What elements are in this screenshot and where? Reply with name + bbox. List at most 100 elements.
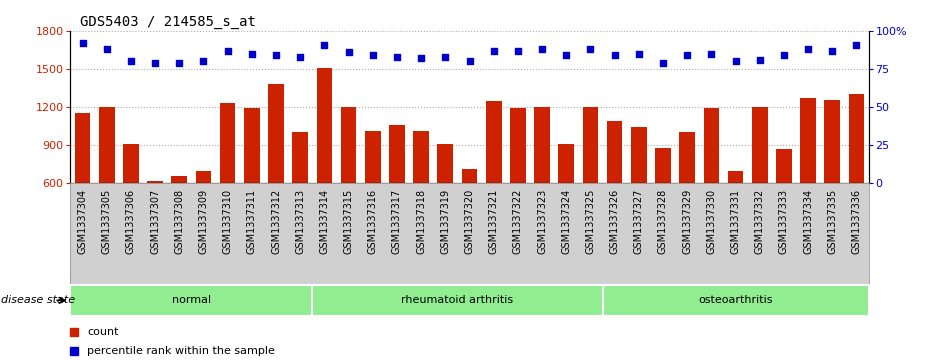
Text: GSM1337336: GSM1337336 — [852, 188, 861, 253]
Bar — [75, 113, 90, 260]
Text: GSM1337334: GSM1337334 — [803, 188, 813, 253]
Point — [220, 48, 235, 54]
Point — [631, 51, 646, 57]
Text: GSM1337313: GSM1337313 — [295, 188, 305, 253]
Text: GSM1337308: GSM1337308 — [175, 188, 184, 253]
Point — [196, 58, 211, 64]
Text: GSM1337326: GSM1337326 — [609, 188, 620, 254]
Text: GSM1337305: GSM1337305 — [101, 188, 112, 254]
Bar — [679, 132, 695, 260]
Bar — [462, 169, 477, 260]
Bar — [849, 94, 864, 260]
Bar — [365, 131, 380, 260]
Point — [413, 56, 428, 61]
Text: osteoarthritis: osteoarthritis — [699, 295, 773, 305]
Text: GSM1337330: GSM1337330 — [706, 188, 716, 253]
Bar — [438, 144, 454, 260]
Text: GSM1337310: GSM1337310 — [223, 188, 233, 253]
Point — [462, 58, 477, 64]
Text: GSM1337311: GSM1337311 — [247, 188, 257, 253]
Bar — [607, 121, 623, 260]
Text: count: count — [87, 327, 119, 337]
Point — [341, 49, 356, 55]
Bar — [752, 107, 767, 260]
Text: GSM1337327: GSM1337327 — [634, 188, 644, 254]
Bar — [413, 131, 429, 260]
Text: GSM1337332: GSM1337332 — [755, 188, 764, 254]
Bar — [559, 144, 574, 260]
Bar — [269, 84, 284, 260]
Text: GSM1337306: GSM1337306 — [126, 188, 136, 253]
Text: GDS5403 / 214585_s_at: GDS5403 / 214585_s_at — [80, 15, 255, 29]
Text: GSM1337323: GSM1337323 — [537, 188, 547, 254]
Bar — [703, 108, 719, 260]
Text: GSM1337335: GSM1337335 — [827, 188, 838, 254]
Bar — [341, 107, 357, 260]
Point — [244, 51, 259, 57]
Point — [123, 58, 138, 64]
Point — [438, 54, 453, 60]
Bar — [195, 171, 211, 260]
Text: rheumatoid arthritis: rheumatoid arthritis — [401, 295, 514, 305]
Bar — [800, 98, 816, 260]
Point — [293, 54, 308, 60]
Point — [316, 42, 331, 48]
Bar — [655, 148, 670, 260]
Text: GSM1337316: GSM1337316 — [368, 188, 377, 253]
Text: GSM1337319: GSM1337319 — [440, 188, 451, 253]
Text: GSM1337322: GSM1337322 — [513, 188, 523, 254]
Bar — [99, 107, 115, 260]
Bar — [534, 107, 550, 260]
Point — [655, 60, 670, 66]
Bar — [172, 176, 187, 260]
Point — [147, 60, 162, 66]
Bar — [147, 182, 163, 260]
Text: GSM1337329: GSM1337329 — [682, 188, 692, 254]
Text: GSM1337324: GSM1337324 — [562, 188, 571, 254]
Point — [511, 48, 526, 54]
Text: GSM1337321: GSM1337321 — [488, 188, 499, 254]
Point — [559, 52, 574, 58]
Point — [824, 48, 839, 54]
Point — [269, 52, 284, 58]
Point — [486, 48, 501, 54]
Text: GSM1337317: GSM1337317 — [392, 188, 402, 254]
Point — [728, 58, 743, 64]
Text: GSM1337312: GSM1337312 — [271, 188, 281, 254]
Text: GSM1337331: GSM1337331 — [731, 188, 741, 253]
Text: percentile rank within the sample: percentile rank within the sample — [87, 346, 275, 356]
Point — [849, 42, 864, 48]
Bar — [824, 100, 840, 260]
Point — [704, 51, 719, 57]
Point — [680, 52, 695, 58]
Bar — [292, 132, 308, 260]
Point — [172, 60, 187, 66]
Point — [801, 46, 816, 52]
Bar — [220, 103, 236, 260]
Point — [75, 40, 90, 46]
Point — [752, 57, 767, 63]
Point — [534, 46, 549, 52]
Bar — [70, 285, 313, 316]
Text: GSM1337309: GSM1337309 — [198, 188, 208, 253]
Bar — [244, 108, 260, 260]
Bar — [728, 171, 744, 260]
Point — [365, 52, 380, 58]
Text: GSM1337333: GSM1337333 — [779, 188, 789, 253]
Bar — [510, 108, 526, 260]
Bar — [603, 285, 869, 316]
Bar — [485, 101, 501, 260]
Bar — [389, 125, 405, 260]
Point — [583, 46, 598, 52]
Bar — [776, 149, 792, 260]
Point — [100, 46, 115, 52]
Text: normal: normal — [172, 295, 211, 305]
Text: GSM1337320: GSM1337320 — [465, 188, 474, 254]
Text: GSM1337318: GSM1337318 — [416, 188, 426, 253]
Text: disease state: disease state — [1, 295, 75, 305]
Bar — [631, 127, 647, 260]
Text: GSM1337307: GSM1337307 — [150, 188, 160, 254]
Text: GSM1337315: GSM1337315 — [344, 188, 354, 254]
Bar — [123, 144, 139, 260]
Text: GSM1337328: GSM1337328 — [658, 188, 668, 254]
